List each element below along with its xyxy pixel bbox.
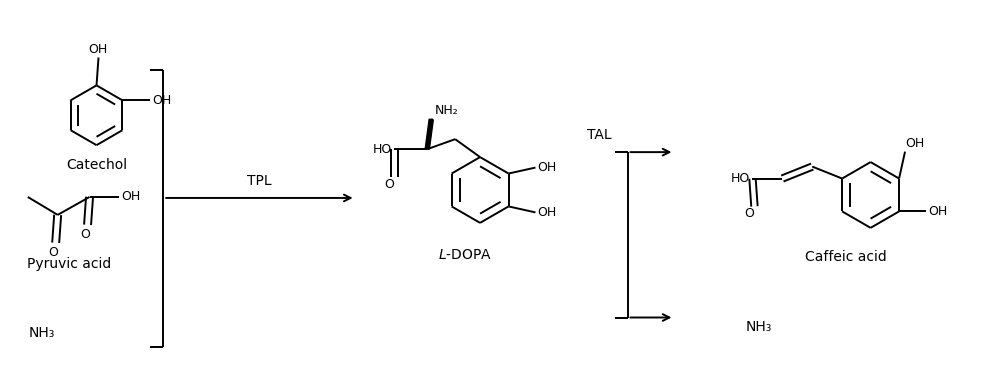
Text: Catechol: Catechol — [66, 158, 127, 172]
Polygon shape — [426, 119, 433, 149]
Text: OH: OH — [121, 191, 141, 204]
Text: Caffeic acid: Caffeic acid — [805, 250, 887, 264]
Text: OH: OH — [152, 94, 172, 107]
Text: O: O — [384, 178, 394, 191]
Text: OH: OH — [537, 206, 557, 219]
Text: OH: OH — [88, 44, 107, 57]
Text: O: O — [745, 208, 754, 221]
Text: $\it{L}$-DOPA: $\it{L}$-DOPA — [438, 248, 492, 262]
Text: TAL: TAL — [587, 128, 612, 142]
Text: HO: HO — [373, 143, 392, 156]
Text: OH: OH — [905, 137, 924, 149]
Text: OH: OH — [928, 205, 947, 218]
Text: Pyruvic acid: Pyruvic acid — [27, 257, 112, 271]
Text: OH: OH — [537, 161, 557, 174]
Text: O: O — [81, 228, 90, 241]
Text: NH₃: NH₃ — [29, 326, 55, 340]
Text: NH₃: NH₃ — [746, 320, 772, 334]
Text: TPL: TPL — [247, 174, 271, 188]
Text: NH₂: NH₂ — [435, 104, 459, 117]
Text: O: O — [49, 246, 59, 259]
Text: HO: HO — [731, 172, 750, 185]
